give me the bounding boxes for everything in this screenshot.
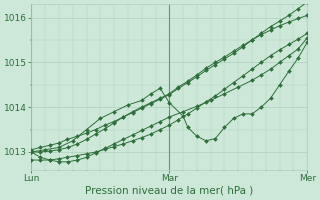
X-axis label: Pression niveau de la mer( hPa ): Pression niveau de la mer( hPa ): [85, 186, 253, 196]
